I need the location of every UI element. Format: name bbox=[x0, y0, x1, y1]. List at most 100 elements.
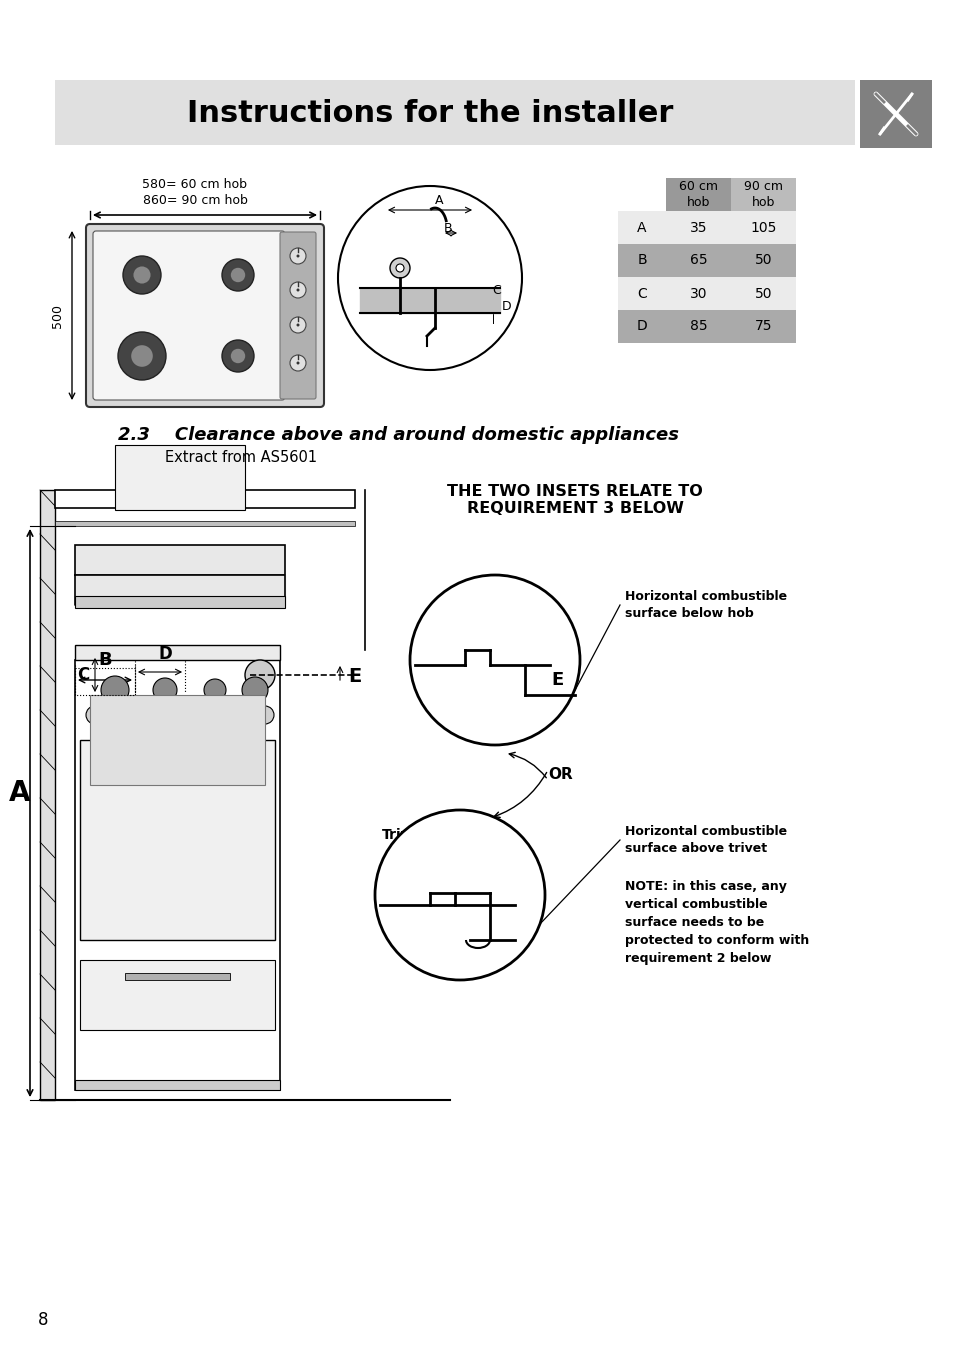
Circle shape bbox=[337, 186, 521, 370]
Bar bbox=[80, 740, 274, 940]
Text: B: B bbox=[637, 253, 646, 267]
Text: 580= 60 cm hob: 580= 60 cm hob bbox=[142, 179, 247, 191]
Bar bbox=[665, 211, 730, 244]
Bar bbox=[618, 178, 665, 211]
Text: Horizontal combustible
surface above trivet: Horizontal combustible surface above tri… bbox=[624, 825, 786, 855]
Text: 105: 105 bbox=[749, 221, 776, 234]
Text: Instructions for the installer: Instructions for the installer bbox=[187, 99, 673, 127]
Bar bbox=[730, 310, 795, 343]
Text: 90 cm
hob: 90 cm hob bbox=[743, 180, 782, 209]
Polygon shape bbox=[75, 575, 285, 604]
Circle shape bbox=[156, 706, 173, 724]
Text: A: A bbox=[637, 221, 646, 234]
Text: OR: OR bbox=[547, 767, 572, 782]
Circle shape bbox=[133, 267, 151, 283]
Bar bbox=[75, 596, 285, 608]
Bar bbox=[618, 310, 665, 343]
Circle shape bbox=[245, 660, 274, 690]
FancyBboxPatch shape bbox=[92, 230, 285, 400]
Text: THE TWO INSETS RELATE TO
REQUIREMENT 3 BELOW: THE TWO INSETS RELATE TO REQUIREMENT 3 B… bbox=[447, 484, 702, 516]
Circle shape bbox=[290, 248, 306, 264]
Circle shape bbox=[121, 706, 139, 724]
Text: A: A bbox=[10, 779, 30, 808]
Bar bbox=[730, 211, 795, 244]
Text: 8: 8 bbox=[38, 1312, 49, 1329]
Bar bbox=[115, 444, 245, 509]
Text: 85: 85 bbox=[689, 320, 706, 333]
Circle shape bbox=[296, 255, 299, 257]
Text: NOTE: in this case, any
vertical combustible
surface needs to be
protected to co: NOTE: in this case, any vertical combust… bbox=[624, 879, 808, 965]
Circle shape bbox=[395, 264, 403, 272]
Bar bbox=[75, 660, 280, 1089]
Bar bbox=[55, 80, 854, 145]
Circle shape bbox=[375, 810, 544, 980]
Circle shape bbox=[123, 256, 161, 294]
Bar bbox=[618, 211, 665, 244]
Circle shape bbox=[290, 282, 306, 298]
Text: A: A bbox=[435, 194, 443, 206]
Bar bbox=[665, 178, 730, 211]
Bar bbox=[125, 973, 230, 980]
Text: 50: 50 bbox=[754, 286, 771, 301]
Circle shape bbox=[132, 346, 152, 367]
Bar bbox=[665, 310, 730, 343]
Text: Extract from AS5601: Extract from AS5601 bbox=[165, 450, 316, 466]
Bar bbox=[859, 80, 931, 148]
Text: 500: 500 bbox=[51, 304, 65, 328]
Bar bbox=[55, 522, 355, 526]
Text: Hob: Hob bbox=[459, 588, 491, 602]
Circle shape bbox=[296, 362, 299, 364]
Text: 60 cm
hob: 60 cm hob bbox=[679, 180, 718, 209]
Circle shape bbox=[152, 678, 177, 702]
Text: 50: 50 bbox=[754, 253, 771, 267]
Circle shape bbox=[204, 679, 226, 701]
Text: 75: 75 bbox=[754, 320, 771, 333]
FancyBboxPatch shape bbox=[280, 232, 315, 398]
Bar bbox=[75, 1080, 280, 1089]
Text: 35: 35 bbox=[689, 221, 706, 234]
Circle shape bbox=[296, 324, 299, 327]
Circle shape bbox=[191, 706, 209, 724]
Circle shape bbox=[118, 332, 166, 379]
Text: C: C bbox=[637, 286, 646, 301]
Circle shape bbox=[231, 348, 245, 363]
Circle shape bbox=[226, 706, 244, 724]
Bar bbox=[55, 491, 355, 508]
Bar bbox=[75, 645, 280, 660]
Bar bbox=[75, 668, 135, 695]
Circle shape bbox=[255, 706, 274, 724]
Text: D: D bbox=[501, 299, 511, 313]
Text: E: E bbox=[551, 671, 562, 688]
Bar bbox=[80, 959, 274, 1030]
Text: 30: 30 bbox=[689, 286, 706, 301]
Circle shape bbox=[290, 355, 306, 371]
Bar bbox=[730, 244, 795, 276]
Circle shape bbox=[410, 575, 579, 745]
Text: Trivet: Trivet bbox=[381, 828, 426, 841]
Bar bbox=[730, 178, 795, 211]
Text: C: C bbox=[492, 283, 500, 297]
Bar bbox=[105, 762, 250, 770]
Circle shape bbox=[231, 268, 245, 282]
Text: D: D bbox=[636, 320, 647, 333]
Bar bbox=[665, 244, 730, 276]
Text: 2.3    Clearance above and around domestic appliances: 2.3 Clearance above and around domestic … bbox=[118, 425, 679, 444]
Bar bbox=[75, 545, 285, 575]
Circle shape bbox=[222, 259, 253, 291]
Text: 65: 65 bbox=[689, 253, 706, 267]
Text: C: C bbox=[77, 667, 89, 684]
Text: E: E bbox=[348, 668, 361, 687]
Circle shape bbox=[296, 289, 299, 291]
Text: D: D bbox=[158, 645, 172, 663]
Bar bbox=[90, 695, 265, 785]
FancyBboxPatch shape bbox=[86, 224, 324, 406]
Bar bbox=[665, 276, 730, 310]
Circle shape bbox=[101, 676, 129, 705]
Circle shape bbox=[222, 340, 253, 373]
Bar bbox=[40, 491, 55, 1100]
Text: B: B bbox=[443, 221, 452, 234]
Text: B: B bbox=[98, 650, 112, 669]
Circle shape bbox=[290, 317, 306, 333]
Circle shape bbox=[390, 257, 410, 278]
Bar bbox=[618, 276, 665, 310]
